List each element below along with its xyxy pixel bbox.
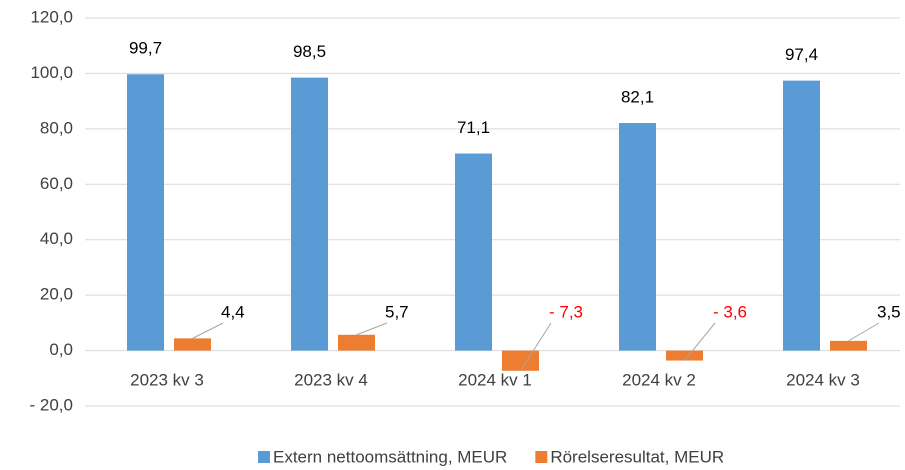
data-label: 4,4 <box>221 302 245 321</box>
bar <box>666 350 703 361</box>
data-label: - 3,6 <box>713 302 747 321</box>
leader-line <box>192 322 224 339</box>
data-label: 3,5 <box>877 302 901 321</box>
x-tick-label: 2023 kv 4 <box>294 370 368 389</box>
data-label: - 7,3 <box>549 302 583 321</box>
x-tick-label: 2024 kv 2 <box>622 370 696 389</box>
legend-label: Rörelseresultat, MEUR <box>550 447 724 466</box>
legend-label: Extern nettoomsättning, MEUR <box>273 447 507 466</box>
data-label: 82,1 <box>621 88 654 107</box>
y-tick-label: 60,0 <box>40 174 73 193</box>
data-label: 97,4 <box>785 45 818 64</box>
data-label: 71,1 <box>457 118 490 137</box>
leader-line <box>848 322 880 342</box>
data-label: 98,5 <box>293 42 326 61</box>
leader-line <box>356 322 388 336</box>
bar <box>455 153 492 351</box>
x-tick-label: 2024 kv 3 <box>786 370 860 389</box>
y-tick-label: 40,0 <box>40 229 73 248</box>
y-tick-label: 20,0 <box>40 285 73 304</box>
bar <box>174 338 211 351</box>
legend-swatch <box>258 451 270 463</box>
bar <box>127 74 164 351</box>
leader-line <box>684 322 716 361</box>
bar <box>619 123 656 351</box>
y-tick-label: 0,0 <box>49 340 73 359</box>
bar <box>291 77 328 351</box>
x-tick-label: 2023 kv 3 <box>130 370 204 389</box>
data-label: 99,7 <box>129 39 162 58</box>
legend-swatch <box>535 451 548 463</box>
data-label: 5,7 <box>385 302 409 321</box>
y-tick-label: 80,0 <box>40 118 73 137</box>
bar <box>338 334 375 351</box>
y-tick-label: 120,0 <box>30 7 73 26</box>
y-tick-label: - 20,0 <box>30 395 73 414</box>
bar <box>783 80 820 351</box>
bar <box>830 340 867 351</box>
leader-line <box>520 322 552 372</box>
x-tick-label: 2024 kv 1 <box>458 370 532 389</box>
bar <box>502 350 539 371</box>
y-tick-label: 100,0 <box>30 63 73 82</box>
